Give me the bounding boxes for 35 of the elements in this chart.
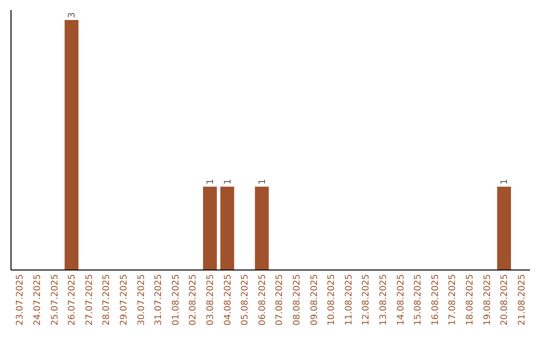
x-tick-label: 19.08.2025 xyxy=(482,274,493,326)
x-tick-label: 01.08.2025 xyxy=(171,274,182,326)
data-label: 1 xyxy=(258,178,268,185)
x-tick-label: 16.08.2025 xyxy=(430,274,441,326)
x-tick-label: 04.08.2025 xyxy=(223,274,234,326)
x-tick-label: 17.08.2025 xyxy=(448,274,458,326)
x-tick-label: 05.08.2025 xyxy=(240,274,251,326)
x-tick-label: 21.08.2025 xyxy=(517,274,528,326)
data-label: 1 xyxy=(223,178,234,185)
x-tick-label: 18.08.2025 xyxy=(465,274,476,326)
x-tick-label: 06.08.2025 xyxy=(258,274,268,326)
x-tick-label: 07.08.2025 xyxy=(275,274,286,326)
x-tick-label: 24.07.2025 xyxy=(32,274,43,326)
x-tick-label: 15.08.2025 xyxy=(414,274,424,326)
x-tick-label: 23.07.2025 xyxy=(16,274,26,326)
x-tick-label: 10.08.2025 xyxy=(327,274,338,326)
x-tick-label: 20.08.2025 xyxy=(500,274,510,326)
data-label: 1 xyxy=(500,178,510,185)
x-tick-label: 26.07.2025 xyxy=(68,274,78,326)
x-tick-label: 03.08.2025 xyxy=(206,274,216,326)
x-tick-label: 09.08.2025 xyxy=(310,274,320,326)
x-tick-label: 12.08.2025 xyxy=(362,274,372,326)
x-tick-label: 27.07.2025 xyxy=(84,274,95,326)
x-tick-label: 02.08.2025 xyxy=(188,274,199,326)
x-tick-label: 14.08.2025 xyxy=(396,274,406,326)
x-tick-label: 31.07.2025 xyxy=(154,274,164,326)
x-tick-label: 08.08.2025 xyxy=(292,274,302,326)
x-tick-label: 25.07.2025 xyxy=(50,274,60,326)
data-label: 1 xyxy=(206,178,216,185)
x-tick-label: 28.07.2025 xyxy=(102,274,112,326)
x-tick-label: 11.08.2025 xyxy=(344,274,354,326)
x-tick-label: 13.08.2025 xyxy=(378,274,389,326)
data-label: 3 xyxy=(68,12,78,18)
x-tick-label: 29.07.2025 xyxy=(119,274,130,326)
x-tick-label: 30.07.2025 xyxy=(136,274,147,326)
